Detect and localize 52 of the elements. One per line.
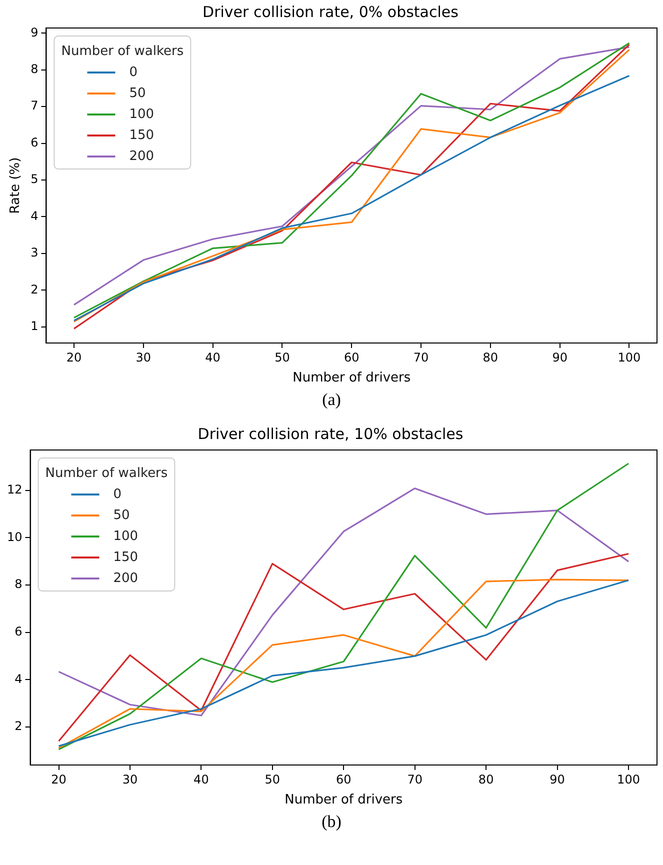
x-tick-label: 40: [194, 772, 209, 786]
legend-label: 100: [129, 106, 154, 122]
x-tick-label: 80: [478, 772, 494, 786]
y-tick-label: 2: [30, 282, 38, 296]
legend-label: 150: [129, 128, 154, 143]
legend-label: 200: [129, 148, 154, 164]
y-axis-title: Rate (%): [8, 157, 24, 214]
legend-label: 50: [129, 86, 146, 101]
y-tick-label: 7: [30, 98, 38, 113]
x-tick-label: 20: [66, 350, 82, 364]
y-tick-label: 12: [6, 482, 22, 496]
legend-label: 0: [113, 486, 122, 502]
x-tick-label: 20: [51, 772, 66, 786]
x-tick-label: 50: [274, 350, 290, 364]
legend-label: 50: [113, 508, 130, 523]
y-tick-label: 8: [30, 62, 38, 76]
legend-label: 100: [113, 528, 138, 544]
legend-label: 0: [129, 64, 138, 80]
legend-title: Number of walkers: [45, 466, 168, 481]
x-tick-label: 70: [413, 350, 429, 364]
chart-title: Driver collision rate, 0% obstacles: [202, 2, 459, 21]
x-tick-label: 40: [205, 350, 220, 364]
y-tick-label: 6: [30, 135, 38, 150]
x-tick-label: 90: [552, 350, 568, 364]
x-tick-label: 60: [344, 350, 360, 364]
x-tick-label: 30: [136, 350, 152, 364]
x-tick-label: 90: [550, 772, 565, 786]
chart-title: Driver collision rate, 10% obstacles: [198, 424, 464, 443]
x-tick-label: 30: [122, 772, 138, 786]
x-tick-label: 50: [264, 772, 280, 786]
text: (b): [320, 812, 342, 833]
y-tick-label: 2: [14, 719, 22, 734]
x-axis-title: Number of drivers: [292, 370, 411, 386]
legend-label: 150: [113, 550, 138, 565]
y-tick-label: 4: [30, 208, 38, 223]
legend-label: 200: [113, 570, 138, 586]
y-tick-label: 8: [14, 577, 22, 592]
x-tick-label: 100: [617, 772, 640, 786]
y-tick-label: 9: [30, 25, 38, 40]
y-tick-label: 1: [30, 318, 38, 333]
y-tick-label: 3: [30, 246, 38, 260]
x-axis-title: Number of drivers: [284, 792, 403, 808]
x-tick-label: 70: [407, 772, 422, 786]
legend-title: Number of walkers: [61, 44, 184, 59]
x-tick-label: 60: [336, 772, 352, 786]
x-tick-label: 80: [482, 350, 498, 364]
x-tick-label: 100: [618, 350, 641, 364]
y-tick-label: 5: [30, 172, 38, 186]
y-tick-label: 6: [14, 624, 22, 638]
y-tick-label: 10: [6, 530, 22, 544]
y-tick-label: 4: [14, 672, 22, 686]
text: (a): [321, 390, 342, 411]
